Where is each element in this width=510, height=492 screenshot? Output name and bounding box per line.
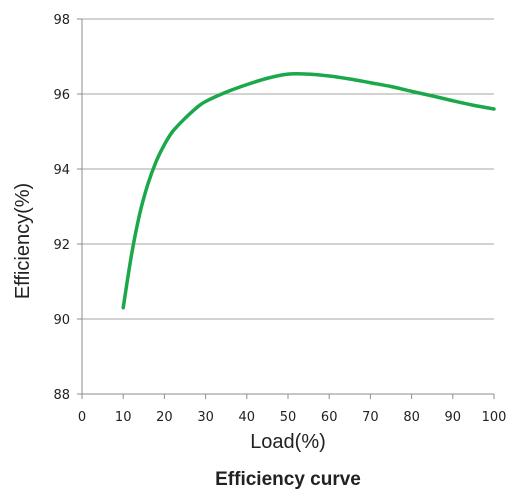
grid-lines bbox=[82, 18, 494, 320]
y-tick-label-94: 94 bbox=[53, 163, 70, 178]
x-tick-label-80: 80 bbox=[403, 410, 420, 425]
y-tick-label-88: 88 bbox=[53, 388, 70, 403]
x-tick-label-0: 0 bbox=[78, 410, 86, 425]
x-tick-label-60: 60 bbox=[321, 410, 338, 425]
axes bbox=[77, 18, 495, 399]
x-tick-label-50: 50 bbox=[280, 410, 297, 425]
x-tick-label-70: 70 bbox=[362, 410, 379, 425]
y-tick-label-98: 98 bbox=[53, 13, 70, 28]
series-layer bbox=[121, 71, 496, 310]
x-tick-label-30: 30 bbox=[197, 410, 214, 425]
tick-labels: 88 90 92 94 96 98 0 10 20 30 40 50 60 70 80 90 100 bbox=[53, 13, 506, 425]
x-tick-label-20: 20 bbox=[156, 410, 173, 425]
y-tick-label-90: 90 bbox=[53, 313, 70, 328]
efficiency-series-line-0 bbox=[121, 71, 496, 310]
x-axis-title: Load(%) bbox=[250, 431, 326, 453]
x-tick-label-10: 10 bbox=[115, 410, 132, 425]
y-tick-label-92: 92 bbox=[53, 238, 70, 253]
chart-title: Efficiency curve bbox=[215, 469, 361, 490]
x-tick-label-90: 90 bbox=[445, 410, 462, 425]
y-tick-label-96: 96 bbox=[53, 88, 70, 103]
x-tick-label-40: 40 bbox=[239, 410, 256, 425]
x-tick-label-100: 100 bbox=[482, 410, 507, 425]
y-axis-title: Efficiency(%) bbox=[12, 183, 34, 299]
